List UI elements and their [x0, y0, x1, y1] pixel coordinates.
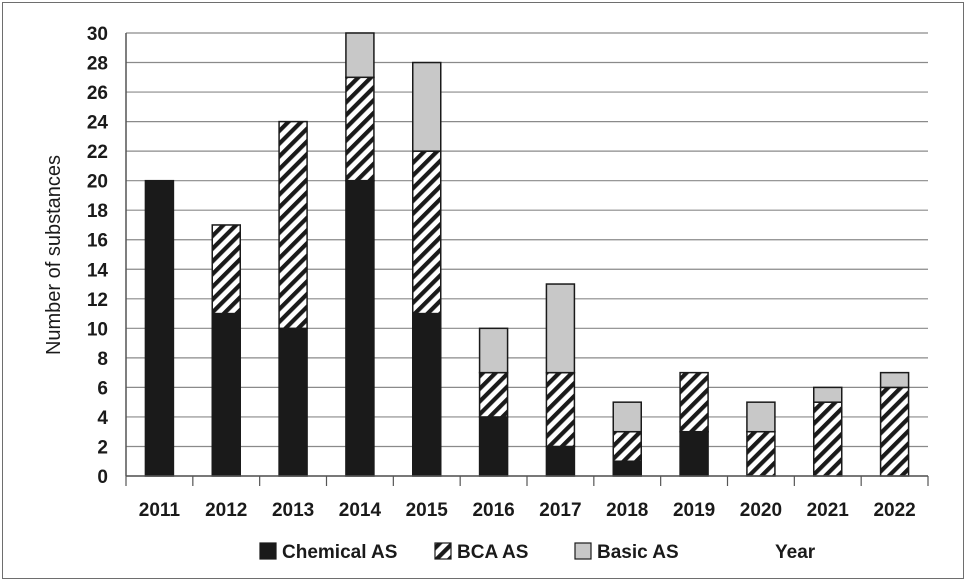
bar-basic-as [813, 386, 843, 403]
y-tick-label: 8 [97, 349, 108, 370]
y-tick-label: 22 [87, 142, 108, 163]
bar-chemical-as [144, 179, 175, 477]
bar-chemical-as [545, 445, 576, 477]
bar-bca-as [278, 120, 308, 330]
legend-swatch [259, 542, 277, 560]
y-tick-label: 0 [97, 467, 108, 488]
y-tick-label: 2 [97, 437, 108, 458]
x-tick-label: 2017 [539, 500, 581, 521]
bar-chemical-as [278, 327, 308, 477]
legend-label: Basic AS [597, 542, 679, 563]
bar-basic-as [412, 61, 442, 152]
bar-basic-as [345, 32, 375, 79]
bar-bca-as [211, 224, 241, 315]
bar-bca-as [679, 371, 709, 433]
x-tick-label: 2020 [740, 500, 782, 521]
x-tick-label: 2021 [807, 500, 850, 521]
bar-bca-as [345, 76, 375, 182]
x-tick-label: 2018 [606, 500, 648, 521]
bar-chemical-as [612, 460, 642, 477]
bar-chemical-as [679, 430, 709, 477]
gridlines [126, 32, 928, 477]
bar-chemical-as [211, 312, 241, 477]
y-axis-label: Number of substances [43, 155, 65, 355]
bar-chemical-as [412, 312, 442, 477]
bar-bca-as [879, 386, 910, 477]
y-tick-label: 16 [87, 231, 108, 252]
bar-basic-as [478, 327, 509, 374]
x-tick-label: 2014 [339, 500, 382, 521]
y-tick-label: 6 [97, 378, 108, 399]
legend-swatch [434, 542, 452, 560]
x-tick-label: 2016 [472, 500, 514, 521]
legend-label: Chemical AS [282, 542, 397, 563]
bar-basic-as [879, 371, 910, 389]
x-tick-label: 2022 [873, 500, 915, 521]
y-tick-label: 30 [87, 24, 108, 45]
y-tick-label: 10 [87, 319, 108, 340]
y-tick-label: 14 [87, 260, 109, 281]
legend-label: BCA AS [457, 542, 528, 563]
x-tick-label: 2013 [272, 500, 314, 521]
bar-bca-as [545, 371, 576, 448]
bar-bca-as [813, 401, 843, 477]
y-tick-label: 28 [87, 54, 108, 75]
bar-basic-as [612, 401, 642, 433]
x-tick-label: 2011 [139, 500, 181, 521]
bar-bca-as [612, 430, 642, 462]
y-tick-label: 18 [87, 201, 108, 222]
y-tick-label: 12 [87, 290, 108, 311]
bars [144, 32, 910, 477]
x-tick-label: 2015 [406, 500, 449, 521]
legend-swatch [574, 542, 592, 560]
legend: Chemical AS BCA AS Basic AS [259, 542, 679, 563]
bar-chemical-as [478, 416, 509, 477]
y-tick-label: 20 [87, 172, 108, 193]
bar-chemical-as [345, 179, 375, 477]
x-tick-label: 2019 [673, 500, 715, 521]
bar-basic-as [545, 283, 576, 374]
bar-basic-as [746, 401, 776, 433]
x-tick-label: 2012 [205, 500, 247, 521]
y-tick-label: 26 [87, 83, 108, 104]
y-tick-label: 4 [97, 408, 108, 429]
y-tick-label: 24 [87, 113, 109, 134]
x-axis-label: Year [775, 542, 816, 563]
bar-bca-as [412, 150, 442, 315]
x-tick-labels: 2011 2012 2013 2014 2015 2016 2017 2018 2019 2020… [139, 500, 916, 521]
bar-bca-as [478, 371, 509, 418]
axes [125, 33, 929, 486]
bar-bca-as [746, 430, 776, 477]
